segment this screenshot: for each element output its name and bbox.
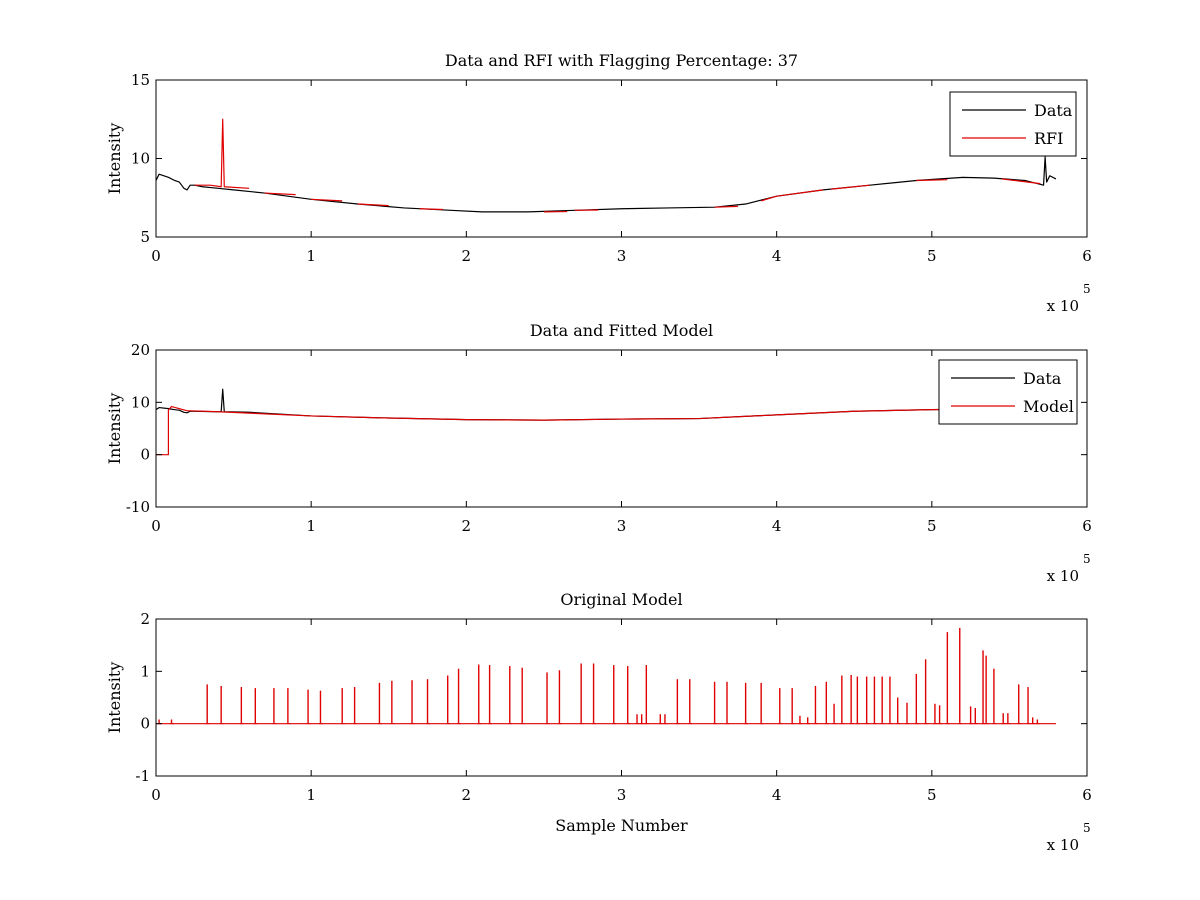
y-tick-label: 2 [140, 610, 150, 628]
x-tick-label: 6 [1082, 517, 1092, 535]
x-tick-label: 3 [617, 247, 627, 265]
series-data-line [156, 156, 1057, 213]
plot-area [156, 80, 1087, 237]
x-tick-label: 2 [462, 786, 472, 804]
x-tick-label: 3 [617, 786, 627, 804]
plot-area [156, 619, 1087, 776]
y-tick-label: 10 [131, 393, 150, 411]
y-tick-label: 0 [140, 446, 150, 464]
series-rfi-line-11 [830, 184, 870, 190]
x-tick-label: 2 [462, 247, 472, 265]
plot-area [156, 350, 1087, 507]
series-group [156, 388, 1056, 456]
x-exponent-power: 5 [1083, 552, 1091, 566]
x-axis-label: Sample Number [555, 816, 688, 835]
y-tick-label: 20 [131, 341, 150, 359]
chart-title: Original Model [560, 590, 682, 609]
x-tick-label: 5 [927, 786, 937, 804]
chart-panel-1: 0 1 2 3 4 5 6 5 10 15 Data and RFI with Flagging P… [105, 51, 1092, 315]
x-tick-label: 5 [927, 247, 937, 265]
x-tick-label: 2 [462, 517, 472, 535]
series-rfi-line-3 [311, 198, 343, 202]
y-tick-label: 15 [131, 71, 150, 89]
series-group [156, 627, 1056, 725]
y-tick-label: -1 [135, 767, 150, 785]
legend-label-rfi: RFI [1034, 129, 1063, 148]
series-rfi-line-8 [714, 205, 738, 208]
x-tick-label: 1 [306, 517, 316, 535]
x-tick-label: 3 [617, 517, 627, 535]
x-tick-label: 0 [151, 786, 161, 804]
legend: Data RFI [949, 91, 1077, 157]
y-tick-label: 0 [140, 715, 150, 733]
x-tick-label: 4 [772, 247, 782, 265]
series-rfi-line-12 [916, 179, 948, 182]
legend: Data Model [938, 359, 1078, 425]
legend-box [938, 359, 1078, 425]
y-tick-label: 10 [131, 150, 150, 168]
series-rfi-line-13 [1001, 178, 1041, 185]
y-axis-label: Intensity [105, 662, 124, 734]
series-model-line [156, 405, 1056, 456]
x-exponent-power: 5 [1083, 821, 1091, 835]
series-rfi-line-9 [760, 195, 777, 202]
x-tick-label: 5 [927, 517, 937, 535]
y-tick-label: 5 [140, 228, 150, 246]
y-tick-label: -10 [126, 498, 150, 516]
series-rfi-line-10 [776, 189, 824, 197]
x-exponent-power: 5 [1083, 282, 1091, 296]
x-exponent-base: x 10 [1047, 297, 1079, 315]
y-axis-label: Intensity [105, 123, 124, 195]
legend-label-model: Model [1023, 397, 1074, 416]
x-tick-label: 4 [772, 517, 782, 535]
x-tick-label: 0 [151, 517, 161, 535]
y-tick-label: 1 [140, 662, 150, 680]
chart-title: Data and Fitted Model [530, 321, 713, 340]
x-tick-label: 0 [151, 247, 161, 265]
x-tick-label: 1 [306, 786, 316, 804]
x-exponent-base: x 10 [1047, 836, 1079, 854]
series-rfi-line-5 [419, 208, 444, 211]
x-tick-label: 4 [772, 786, 782, 804]
y-axis-label: Intensity [105, 393, 124, 465]
x-tick-label: 6 [1082, 247, 1092, 265]
chart-title: Data and RFI with Flagging Percentage: 3… [445, 51, 798, 70]
x-tick-label: 1 [306, 247, 316, 265]
legend-label-data: Data [1034, 101, 1073, 120]
legend-label-data: Data [1023, 369, 1062, 388]
legend-box [949, 91, 1077, 157]
series-rfi-line-4 [357, 203, 389, 207]
series-group [156, 118, 1057, 213]
series-rfi-line-1 [194, 118, 250, 189]
x-tick-label: 6 [1082, 786, 1092, 804]
series-rfi-line-2 [264, 192, 296, 196]
x-exponent-base: x 10 [1047, 567, 1079, 585]
